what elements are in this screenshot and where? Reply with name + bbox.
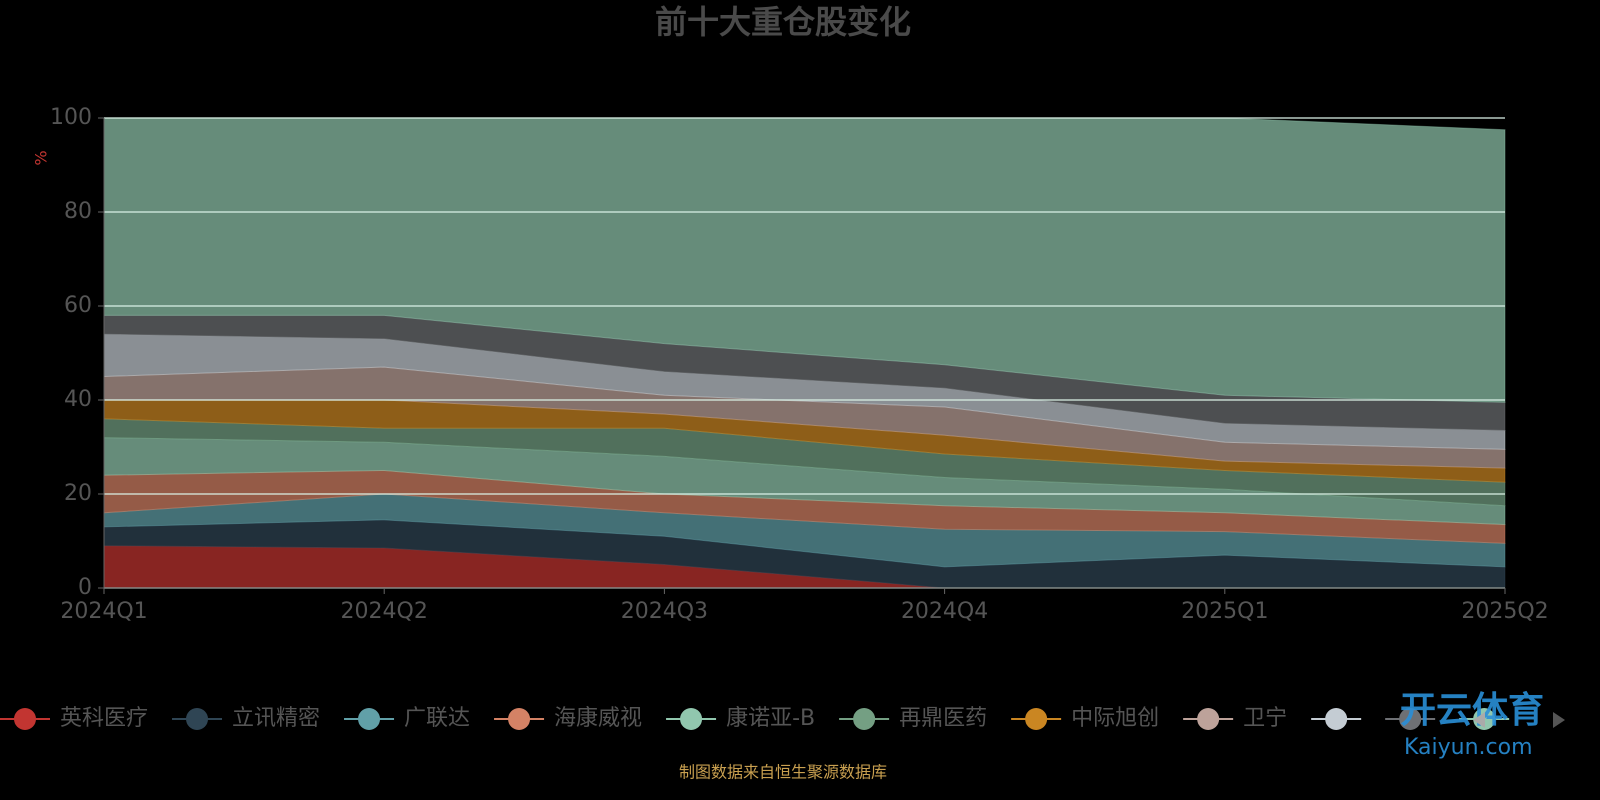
legend-label: 康诺亚-B bbox=[726, 706, 815, 731]
legend-next[interactable] bbox=[1553, 712, 1565, 728]
legend-marker bbox=[508, 708, 531, 730]
y-tick-label: 40 bbox=[64, 387, 92, 412]
y-tick-label: 60 bbox=[64, 293, 92, 318]
legend-marker bbox=[853, 708, 876, 730]
legend-item[interactable]: 广联达 bbox=[344, 706, 470, 731]
y-tick-label: 80 bbox=[64, 199, 92, 224]
watermark: 开云体育 Kaiyun.com bbox=[1400, 690, 1544, 760]
y-tick-label: 0 bbox=[78, 575, 92, 600]
legend-label: 英科医疗 bbox=[60, 706, 148, 731]
legend-item[interactable]: 中际旭创 bbox=[1011, 706, 1159, 731]
legend: 英科医疗 立讯精密 广联达 海康威视 康诺亚-B 再鼎医药 中际旭创 卫宁 bbox=[0, 706, 1510, 731]
legend-item[interactable]: 卫宁 bbox=[1183, 706, 1287, 731]
legend-item[interactable]: 康诺亚-B bbox=[666, 706, 815, 731]
x-tick-label: 2025Q2 bbox=[1461, 599, 1548, 624]
x-tick-label: 2025Q1 bbox=[1181, 599, 1268, 624]
legend-marker bbox=[1197, 708, 1220, 730]
legend-marker bbox=[14, 708, 36, 730]
chart-title: 前十大重仓股变化 bbox=[655, 3, 911, 41]
legend-item[interactable] bbox=[1311, 708, 1362, 730]
axes: 0 20 40 60 80 100 2024Q1 2024Q2 2024Q3 2024Q4 2025… bbox=[50, 105, 1549, 624]
legend-item[interactable]: 海康威视 bbox=[494, 706, 642, 731]
watermark-url: Kaiyun.com bbox=[1404, 735, 1533, 760]
y-tick-label: 20 bbox=[64, 481, 92, 506]
legend-label: 广联达 bbox=[404, 706, 470, 731]
source-note: 制图数据来自恒生聚源数据库 bbox=[679, 763, 887, 782]
y-tick-label: 100 bbox=[50, 105, 92, 130]
y-axis-label: % bbox=[32, 150, 51, 165]
legend-label: 海康威视 bbox=[554, 706, 642, 731]
plot-area bbox=[103, 117, 1506, 589]
x-tick-label: 2024Q1 bbox=[60, 599, 147, 624]
legend-item[interactable]: 立讯精密 bbox=[172, 706, 320, 731]
legend-item[interactable]: 英科医疗 bbox=[0, 706, 148, 731]
legend-label: 再鼎医药 bbox=[899, 706, 987, 731]
legend-label: 中际旭创 bbox=[1071, 706, 1159, 731]
legend-marker bbox=[680, 708, 703, 730]
x-tick-label: 2024Q4 bbox=[901, 599, 988, 624]
x-tick-label: 2024Q2 bbox=[341, 599, 428, 624]
legend-marker bbox=[1399, 708, 1422, 730]
legend-item[interactable] bbox=[1385, 708, 1436, 730]
legend-marker bbox=[186, 708, 209, 730]
watermark-title: 开云体育 bbox=[1400, 690, 1544, 731]
legend-marker bbox=[1025, 708, 1048, 730]
x-tick-label: 2024Q3 bbox=[621, 599, 708, 624]
legend-prev[interactable] bbox=[1473, 712, 1485, 728]
legend-marker bbox=[358, 708, 381, 730]
legend-marker bbox=[1325, 708, 1348, 730]
legend-item[interactable]: 再鼎医药 bbox=[839, 706, 987, 731]
legend-label: 立讯精密 bbox=[232, 706, 320, 731]
legend-label: 卫宁 bbox=[1243, 706, 1287, 731]
